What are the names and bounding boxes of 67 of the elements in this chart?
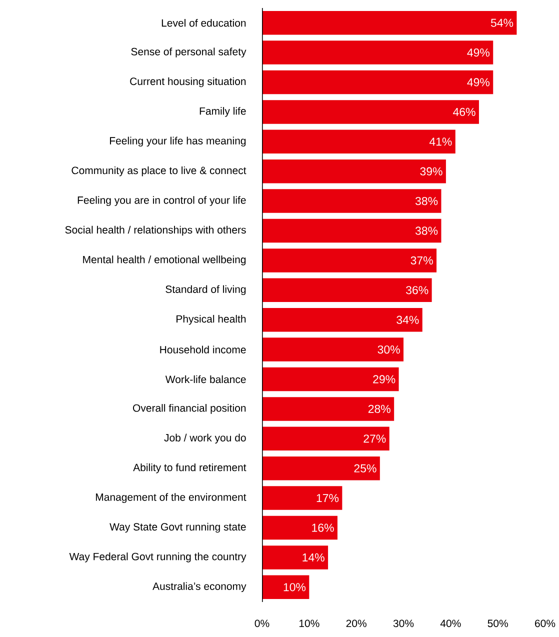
y-tick-label: Community as place to live & connect xyxy=(72,166,246,176)
y-tick-label: Management of the environment xyxy=(96,493,246,503)
bar xyxy=(262,10,517,35)
data-label: 27% xyxy=(364,434,386,443)
bar xyxy=(262,516,338,540)
y-tick-label: Mental health / emotional wellbeing xyxy=(83,256,246,266)
y-tick-label: Work-life balance xyxy=(165,375,246,384)
data-label: 17% xyxy=(316,494,339,502)
bar xyxy=(262,338,404,362)
bar xyxy=(262,159,446,184)
bar xyxy=(262,397,394,421)
x-tick-label: 10% xyxy=(299,620,320,628)
data-label: 10% xyxy=(284,583,306,592)
y-tick-label: Feeling you are in control of your life xyxy=(78,196,246,206)
bar xyxy=(262,456,380,480)
y-tick-label: Standard of living xyxy=(166,285,246,296)
data-label: 38% xyxy=(415,196,438,206)
x-tick-label: 20% xyxy=(346,620,366,628)
bar xyxy=(262,100,479,124)
bar xyxy=(262,218,442,243)
y-tick-label: Sense of personal safety xyxy=(131,48,246,58)
data-label: 34% xyxy=(396,316,419,324)
x-tick-label: 0% xyxy=(254,620,270,628)
bar xyxy=(262,546,328,570)
bar xyxy=(262,40,494,64)
y-tick-label: Level of education xyxy=(162,18,246,27)
x-tick-label: 40% xyxy=(440,620,461,628)
bar xyxy=(262,426,390,451)
y-tick-label: Current housing situation xyxy=(130,77,246,88)
data-label: 49% xyxy=(467,48,490,57)
x-tick-label: 30% xyxy=(393,620,414,628)
y-tick-label: Australia’s economy xyxy=(152,582,246,592)
x-tick-label: 60% xyxy=(535,620,556,628)
y-tick-label: Job / work you do xyxy=(164,434,246,444)
y-tick-label: Physical health xyxy=(176,314,246,325)
data-label: 49% xyxy=(467,78,490,86)
bar xyxy=(262,367,399,392)
bar xyxy=(262,130,456,154)
data-label: 46% xyxy=(453,108,476,116)
data-label: 29% xyxy=(373,375,396,384)
bar xyxy=(262,70,494,94)
y-tick-label: Way State Govt running state xyxy=(110,522,246,533)
bar xyxy=(262,575,310,600)
y-tick-label: Way Federal Govt running the country xyxy=(69,552,246,562)
data-label: 16% xyxy=(312,524,334,532)
data-label: 38% xyxy=(415,226,438,235)
bar xyxy=(262,248,437,272)
y-tick-label: Household income xyxy=(160,346,246,354)
data-label: 30% xyxy=(378,345,400,354)
data-label: 25% xyxy=(354,464,376,472)
y-tick-label: Overall financial position xyxy=(132,404,246,414)
data-label: 14% xyxy=(302,553,324,562)
bar xyxy=(262,189,442,213)
data-label: 36% xyxy=(406,286,428,294)
data-label: 41% xyxy=(429,138,452,146)
y-tick-label: Social health / relationships with others xyxy=(65,226,246,236)
bar xyxy=(262,278,432,302)
y-tick-label: Family life xyxy=(200,107,246,117)
bar xyxy=(262,486,342,510)
data-label: 37% xyxy=(410,256,433,265)
y-tick-label: Ability to fund retirement xyxy=(133,463,246,474)
data-label: 28% xyxy=(368,404,390,414)
y-tick-label: Feeling your life has meaning xyxy=(110,136,246,147)
x-tick-label: 50% xyxy=(488,620,508,628)
data-label: 39% xyxy=(420,167,442,176)
bar xyxy=(262,308,422,332)
data-label: 54% xyxy=(490,18,514,27)
